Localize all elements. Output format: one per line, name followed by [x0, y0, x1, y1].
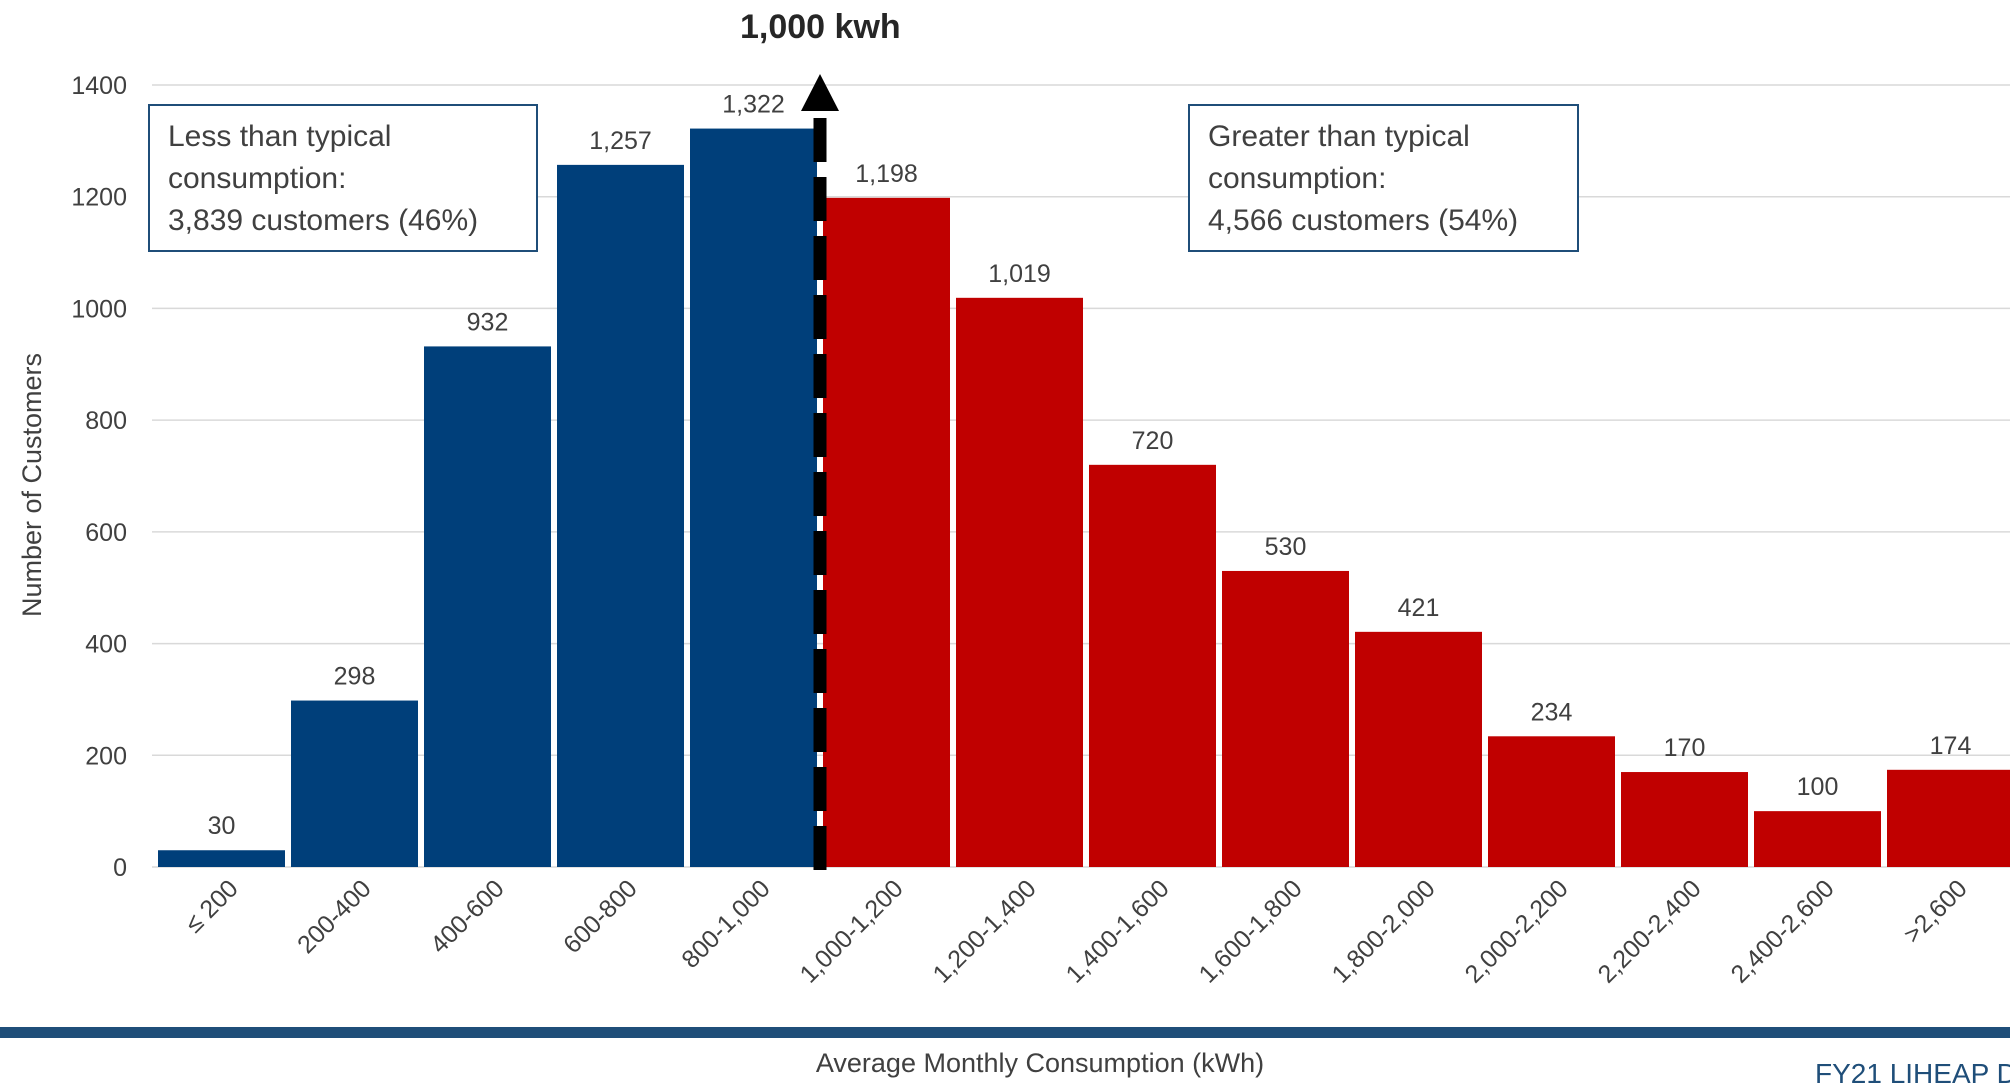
data-label: 1,198 — [855, 160, 918, 188]
footer-rule — [0, 1027, 2010, 1038]
x-tick-label: 1,200-1,400 — [928, 874, 1042, 988]
bar — [1355, 631, 1482, 867]
threshold-marker — [801, 74, 839, 870]
x-tick-label: 600-800 — [558, 874, 643, 959]
below-typical-annotation: Less than typical consumption: 3,839 cus… — [148, 104, 538, 252]
x-tick-label: 1,600-1,800 — [1194, 874, 1308, 988]
x-tick-label: ≤ 200 — [180, 874, 244, 938]
data-label: 1,257 — [589, 127, 652, 155]
bar — [1089, 464, 1216, 867]
data-label: 1,019 — [988, 260, 1051, 288]
x-tick-label: 1,800-2,000 — [1327, 874, 1441, 988]
data-label: 298 — [334, 663, 376, 691]
data-labels: 30 298 932 1,257 1,322 1,198 1,019 720 530 421 234… — [208, 91, 1972, 841]
data-label: 720 — [1132, 427, 1174, 455]
x-tick-label: 400-600 — [425, 874, 510, 959]
y-tick-label: 1200 — [71, 184, 127, 212]
x-axis-ticks: ≤ 200 200-400 400-600 600-800 800-1,000 1,000… — [180, 874, 1973, 988]
bar — [557, 164, 684, 867]
data-label: 1,322 — [722, 91, 785, 119]
y-axis-ticks: 0 200 400 600 800 1000 1200 1400 — [71, 72, 127, 882]
x-tick-label: 1,000-1,200 — [795, 874, 909, 988]
y-tick-label: 1000 — [71, 295, 127, 323]
bar — [1754, 811, 1881, 867]
data-label: 100 — [1797, 773, 1839, 801]
above-typical-line-2: consumption: — [1208, 162, 1387, 195]
above-typical-line-3: 4,566 customers (54%) — [1208, 204, 1519, 237]
data-label: 30 — [208, 812, 236, 840]
above-typical-annotation: Greater than typical consumption: 4,566 … — [1188, 104, 1579, 252]
y-tick-label: 0 — [113, 854, 127, 882]
x-tick-label: 2,200-2,400 — [1593, 874, 1707, 988]
below-typical-line-2: consumption: — [168, 162, 347, 195]
x-tick-label: 200-400 — [292, 874, 377, 959]
bar — [291, 700, 418, 867]
x-tick-label: 800-1,000 — [676, 874, 775, 973]
bars — [158, 128, 2010, 868]
threshold-arrowhead — [801, 74, 839, 111]
below-typical-line-3: 3,839 customers (46%) — [168, 204, 479, 237]
data-label: 170 — [1664, 734, 1706, 762]
bar — [158, 850, 285, 867]
y-tick-label: 1400 — [71, 72, 127, 100]
above-typical-line-1: Greater than typical — [1208, 120, 1470, 153]
x-tick-label: 2,000-2,200 — [1460, 874, 1574, 988]
bar — [1621, 772, 1748, 867]
bar — [823, 197, 950, 867]
y-tick-label: 400 — [85, 631, 127, 659]
threshold-label: 1,000 kwh — [740, 8, 901, 46]
x-axis-title: Average Monthly Consumption (kWh) — [816, 1048, 1264, 1078]
y-tick-label: 600 — [85, 519, 127, 547]
bar — [690, 128, 817, 867]
bar — [1887, 769, 2010, 867]
y-tick-label: 800 — [85, 407, 127, 435]
data-label: 530 — [1265, 533, 1307, 561]
bar — [1488, 736, 1615, 867]
data-label: 421 — [1398, 594, 1440, 622]
bar — [424, 346, 551, 867]
below-typical-line-1: Less than typical — [168, 120, 392, 153]
x-tick-label: 2,400-2,600 — [1726, 874, 1840, 988]
footer-text: FY21 LIHEAP D — [1815, 1058, 2010, 1089]
y-tick-label: 200 — [85, 742, 127, 770]
bar — [1222, 570, 1349, 867]
bar — [956, 297, 1083, 868]
x-tick-label: >2,600 — [1898, 874, 1972, 948]
data-label: 174 — [1930, 732, 1972, 760]
x-tick-label: 1,400-1,600 — [1061, 874, 1175, 988]
y-axis-title: Number of Customers — [17, 353, 47, 617]
data-label: 234 — [1531, 698, 1573, 726]
data-label: 932 — [467, 308, 509, 336]
